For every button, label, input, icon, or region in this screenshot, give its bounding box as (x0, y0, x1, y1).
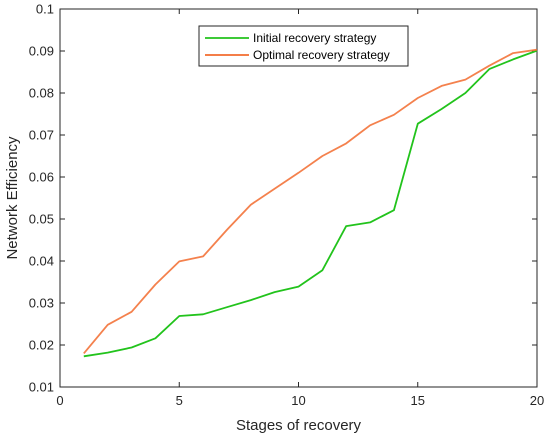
plot-frame (59, 8, 538, 388)
series-lines (83, 48, 538, 358)
legend-label-optimal: Optimal recovery strategy (253, 48, 390, 62)
y-tick-label: 0.08 (29, 86, 54, 101)
series-line-optimal (83, 48, 538, 354)
x-tick-label: 20 (530, 393, 544, 408)
y-tick-label: 0.05 (29, 212, 54, 227)
plot-area (59, 8, 538, 388)
x-tick-label: 10 (291, 393, 305, 408)
legend: Initial recovery strategy Optimal recove… (198, 25, 409, 67)
x-tick-label: 15 (411, 393, 425, 408)
y-tick-label: 0.02 (29, 338, 54, 353)
y-tick-label: 0.1 (36, 2, 54, 17)
y-tick-label: 0.06 (29, 170, 54, 185)
y-tick-label: 0.01 (29, 380, 54, 395)
series-line-initial (83, 49, 538, 358)
legend-box (198, 25, 409, 67)
y-axis-title: Network Efficiency (4, 136, 21, 260)
x-axis-title: Stages of recovery (236, 417, 362, 434)
y-tick-label: 0.07 (29, 128, 54, 143)
y-tick-label: 0.04 (29, 254, 54, 269)
y-tick-label: 0.03 (29, 296, 54, 311)
y-tick-label: 0.09 (29, 44, 54, 59)
x-tick-label: 5 (176, 393, 183, 408)
axis-ticks: 0 5 10 15 20 0.01 0.02 0.03 0.04 0.05 0.06 0.07 0.08… (29, 2, 545, 409)
x-tick-label: 0 (56, 393, 63, 408)
legend-label-initial: Initial recovery strategy (253, 31, 376, 45)
